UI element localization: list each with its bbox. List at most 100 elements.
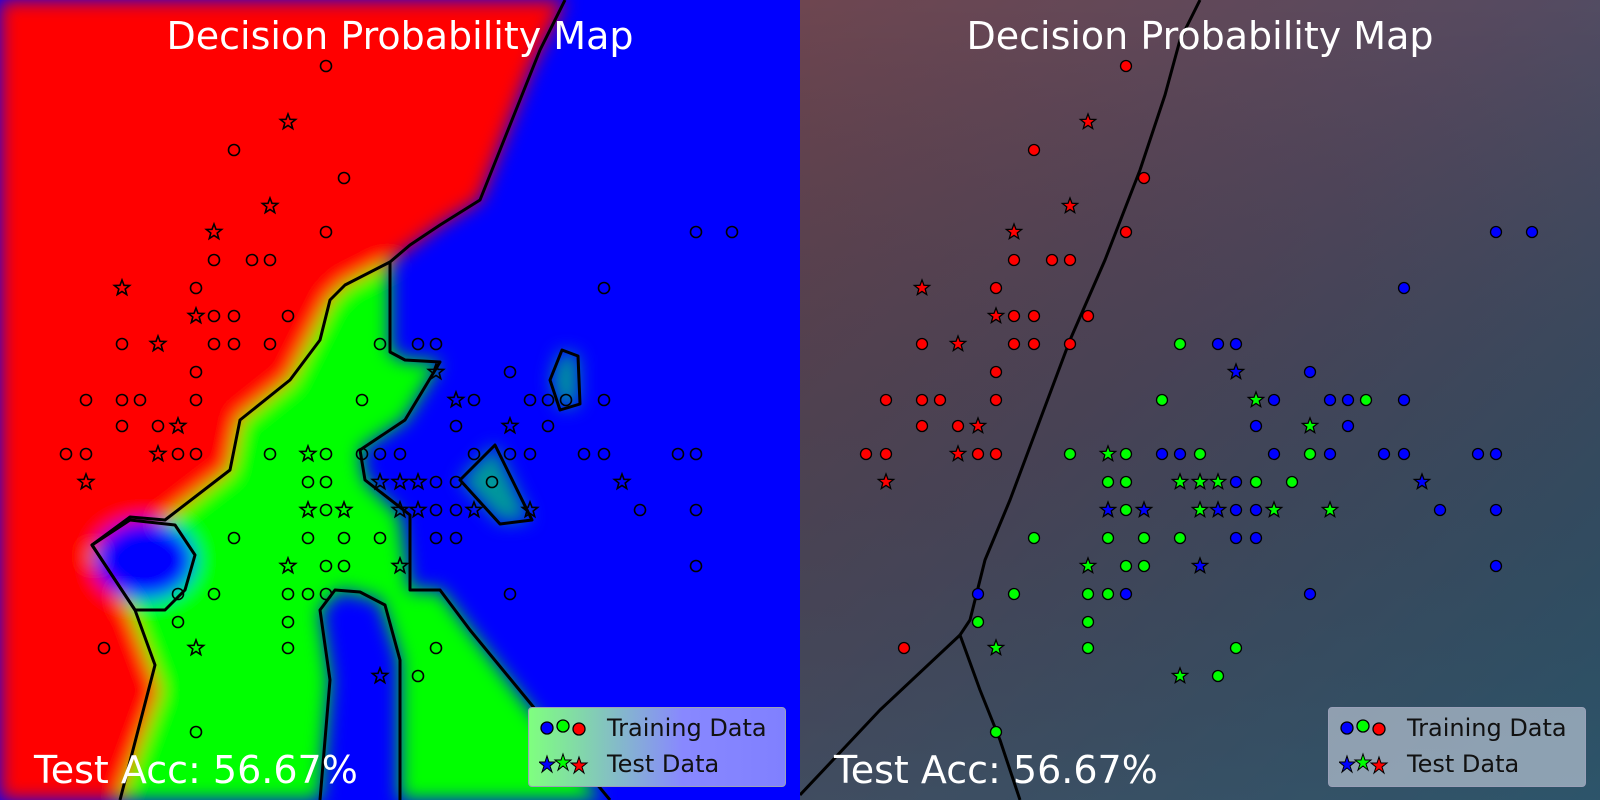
test-point-red bbox=[986, 306, 1006, 324]
training-point-red bbox=[1007, 337, 1021, 351]
training-point-red bbox=[1045, 253, 1059, 267]
training-point-red bbox=[915, 419, 929, 433]
training-point-blue bbox=[467, 393, 481, 407]
training-point-green bbox=[355, 393, 369, 407]
training-point-blue bbox=[503, 587, 517, 601]
training-point-red bbox=[1027, 309, 1041, 323]
test-point-red bbox=[186, 305, 206, 325]
training-point-red bbox=[227, 337, 241, 351]
test-point-red bbox=[278, 111, 298, 131]
training-point-green bbox=[281, 587, 295, 601]
training-point-green bbox=[207, 587, 221, 601]
training-point-blue bbox=[689, 559, 703, 573]
training-point-red bbox=[245, 253, 259, 267]
test-point-green bbox=[408, 471, 428, 491]
training-point-blue bbox=[1267, 447, 1281, 461]
training-point-blue bbox=[523, 447, 537, 461]
training-point-blue bbox=[1341, 419, 1355, 433]
legend: Training Data Test Data bbox=[1328, 707, 1586, 787]
test-point-green bbox=[298, 443, 318, 463]
training-point-red bbox=[97, 641, 111, 655]
test-point-red bbox=[148, 333, 168, 353]
training-point-red bbox=[1063, 253, 1077, 267]
training-point-blue bbox=[429, 531, 443, 545]
training-point-green bbox=[319, 447, 333, 461]
blue-island-region bbox=[95, 520, 195, 600]
training-point-green bbox=[373, 531, 387, 545]
training-point-blue bbox=[449, 503, 463, 517]
training-point-blue bbox=[577, 447, 591, 461]
training-point-green bbox=[971, 615, 985, 629]
training-point-green bbox=[503, 447, 517, 461]
training-point-red bbox=[207, 309, 221, 323]
training-point-red bbox=[915, 393, 929, 407]
decision-boundary bbox=[458, 443, 534, 526]
training-point-blue bbox=[1155, 447, 1169, 461]
test-point-red bbox=[1004, 222, 1024, 240]
training-point-red bbox=[337, 171, 351, 185]
training-point-green bbox=[337, 531, 351, 545]
training-point-red bbox=[171, 447, 185, 461]
legend-label-training: Training Data bbox=[1407, 714, 1567, 742]
training-point-green bbox=[373, 337, 387, 351]
teal-island-region-2 bbox=[552, 352, 578, 408]
training-point-red bbox=[989, 447, 1003, 461]
training-point-green bbox=[263, 447, 277, 461]
training-point-blue bbox=[689, 503, 703, 517]
test-point-green bbox=[1098, 444, 1118, 462]
training-point-green bbox=[1119, 447, 1133, 461]
training-point-blue bbox=[689, 225, 703, 239]
star-marker-icon bbox=[1339, 752, 1389, 775]
training-point-red bbox=[951, 419, 965, 433]
right-chart-panel: Decision Probability Map Test Acc: 56.67… bbox=[800, 0, 1600, 800]
training-point-green bbox=[319, 503, 333, 517]
training-point-red bbox=[115, 419, 129, 433]
test-point-red bbox=[948, 444, 968, 462]
test-point-green bbox=[278, 555, 298, 575]
test-point-blue bbox=[334, 499, 354, 519]
training-point-blue bbox=[429, 475, 443, 489]
legend-entry-test: Test Data bbox=[529, 746, 785, 782]
test-point-green bbox=[1170, 666, 1190, 684]
training-point-red bbox=[1063, 337, 1077, 351]
training-point-red bbox=[133, 393, 147, 407]
test-point-red bbox=[112, 277, 132, 297]
training-point-green bbox=[1101, 587, 1115, 601]
test-point-green bbox=[1078, 556, 1098, 574]
training-point-green bbox=[1303, 447, 1317, 461]
training-point-blue bbox=[1489, 503, 1503, 517]
test-point-red bbox=[76, 471, 96, 491]
decision-boundary bbox=[358, 262, 612, 800]
training-point-red bbox=[189, 365, 203, 379]
training-point-green bbox=[1285, 475, 1299, 489]
test-point-green bbox=[390, 471, 410, 491]
training-point-green bbox=[1137, 559, 1151, 573]
training-point-green bbox=[337, 559, 351, 573]
training-point-blue bbox=[1397, 447, 1411, 461]
test-point-red bbox=[204, 221, 224, 241]
training-point-red bbox=[1081, 309, 1095, 323]
training-point-blue bbox=[541, 419, 555, 433]
test-point-green bbox=[1190, 472, 1210, 490]
training-point-blue bbox=[597, 447, 611, 461]
training-point-green bbox=[1155, 393, 1169, 407]
training-point-blue bbox=[1525, 225, 1539, 239]
training-point-blue bbox=[1303, 365, 1317, 379]
training-point-green bbox=[1027, 531, 1041, 545]
training-point-blue bbox=[541, 393, 555, 407]
legend: Training Data Test Data bbox=[528, 707, 786, 787]
star-marker-icon bbox=[539, 752, 589, 775]
training-point-red bbox=[115, 337, 129, 351]
decision-map-right bbox=[800, 0, 1600, 800]
training-point-green bbox=[559, 393, 573, 407]
training-point-red bbox=[319, 59, 333, 73]
training-point-green bbox=[301, 475, 315, 489]
decision-boundary bbox=[800, 633, 962, 797]
training-point-green bbox=[171, 615, 185, 629]
test-accuracy-label: Test Acc: 56.67% bbox=[834, 748, 1158, 792]
training-point-blue bbox=[411, 337, 425, 351]
test-point-red bbox=[876, 472, 896, 490]
test-point-green bbox=[370, 471, 390, 491]
training-point-green bbox=[227, 531, 241, 545]
test-point-green bbox=[1264, 500, 1284, 518]
